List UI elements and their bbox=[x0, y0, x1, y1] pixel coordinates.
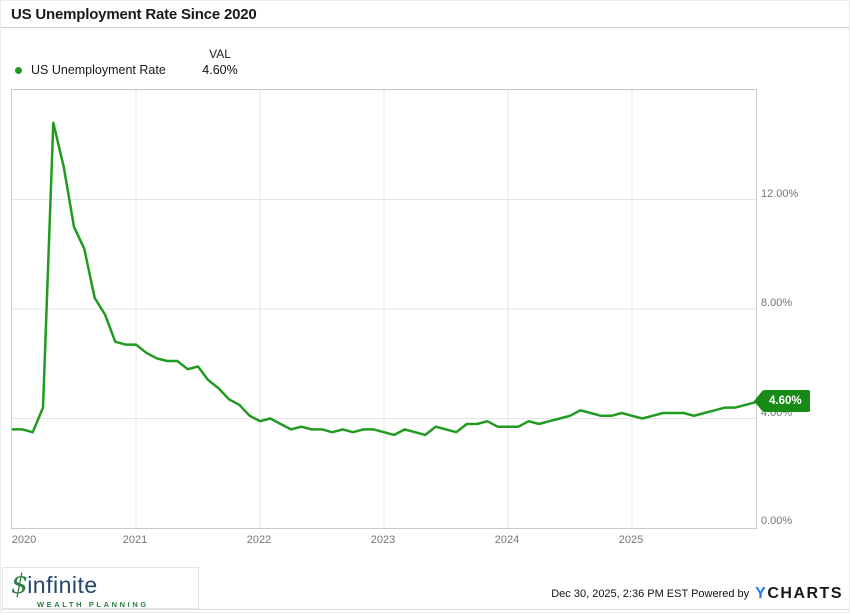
dollar-infinity-icon: $ bbox=[11, 569, 29, 600]
plot-area[interactable] bbox=[11, 89, 757, 529]
timestamp-and-powered-by: Dec 30, 2025, 2:36 PM EST Powered by bbox=[551, 588, 749, 600]
y-tick-12: 12.00% bbox=[761, 188, 799, 200]
series-color-dot-icon bbox=[15, 67, 22, 74]
x-tick-2022: 2022 bbox=[246, 534, 272, 546]
ycharts-logo[interactable]: YCHARTS bbox=[755, 585, 843, 603]
footer-divider bbox=[1, 609, 849, 610]
powered-by-text: Powered by bbox=[691, 588, 750, 600]
val-column-header: VAL bbox=[209, 47, 231, 61]
line-chart-canvas bbox=[12, 90, 756, 528]
y-tick-0: 0.00% bbox=[761, 515, 793, 527]
page-title: US Unemployment Rate Since 2020 bbox=[11, 6, 257, 23]
badge-arrow-icon bbox=[754, 390, 763, 412]
legend-series-label: US Unemployment Rate bbox=[31, 63, 166, 77]
badge-value: 4.60% bbox=[763, 390, 810, 412]
last-value-badge: 4.60% bbox=[754, 390, 810, 412]
x-tick-2024: 2024 bbox=[494, 534, 520, 546]
x-tick-2021: 2021 bbox=[122, 534, 148, 546]
title-divider bbox=[1, 27, 849, 28]
logo-tagline: WEALTH PLANNING bbox=[37, 600, 149, 609]
ycharts-charts-text: CHARTS bbox=[767, 585, 843, 602]
y-tick-8: 8.00% bbox=[761, 297, 793, 309]
logo-wordmark: infinite bbox=[27, 572, 98, 598]
legend-value-column: VAL 4.60% bbox=[191, 47, 249, 78]
ycharts-y-glyph: Y bbox=[755, 585, 768, 602]
footer-attribution: Dec 30, 2025, 2:36 PM EST Powered by YCH… bbox=[551, 585, 843, 603]
val-current-value: 4.60% bbox=[202, 63, 238, 77]
timestamp: Dec 30, 2025, 2:36 PM EST bbox=[551, 588, 688, 600]
x-tick-2020: 2020 bbox=[11, 534, 37, 546]
x-tick-2023: 2023 bbox=[370, 534, 396, 546]
x-tick-2025: 2025 bbox=[618, 534, 644, 546]
infinite-wealth-planning-logo: $ infinite WEALTH PLANNING bbox=[2, 567, 199, 609]
